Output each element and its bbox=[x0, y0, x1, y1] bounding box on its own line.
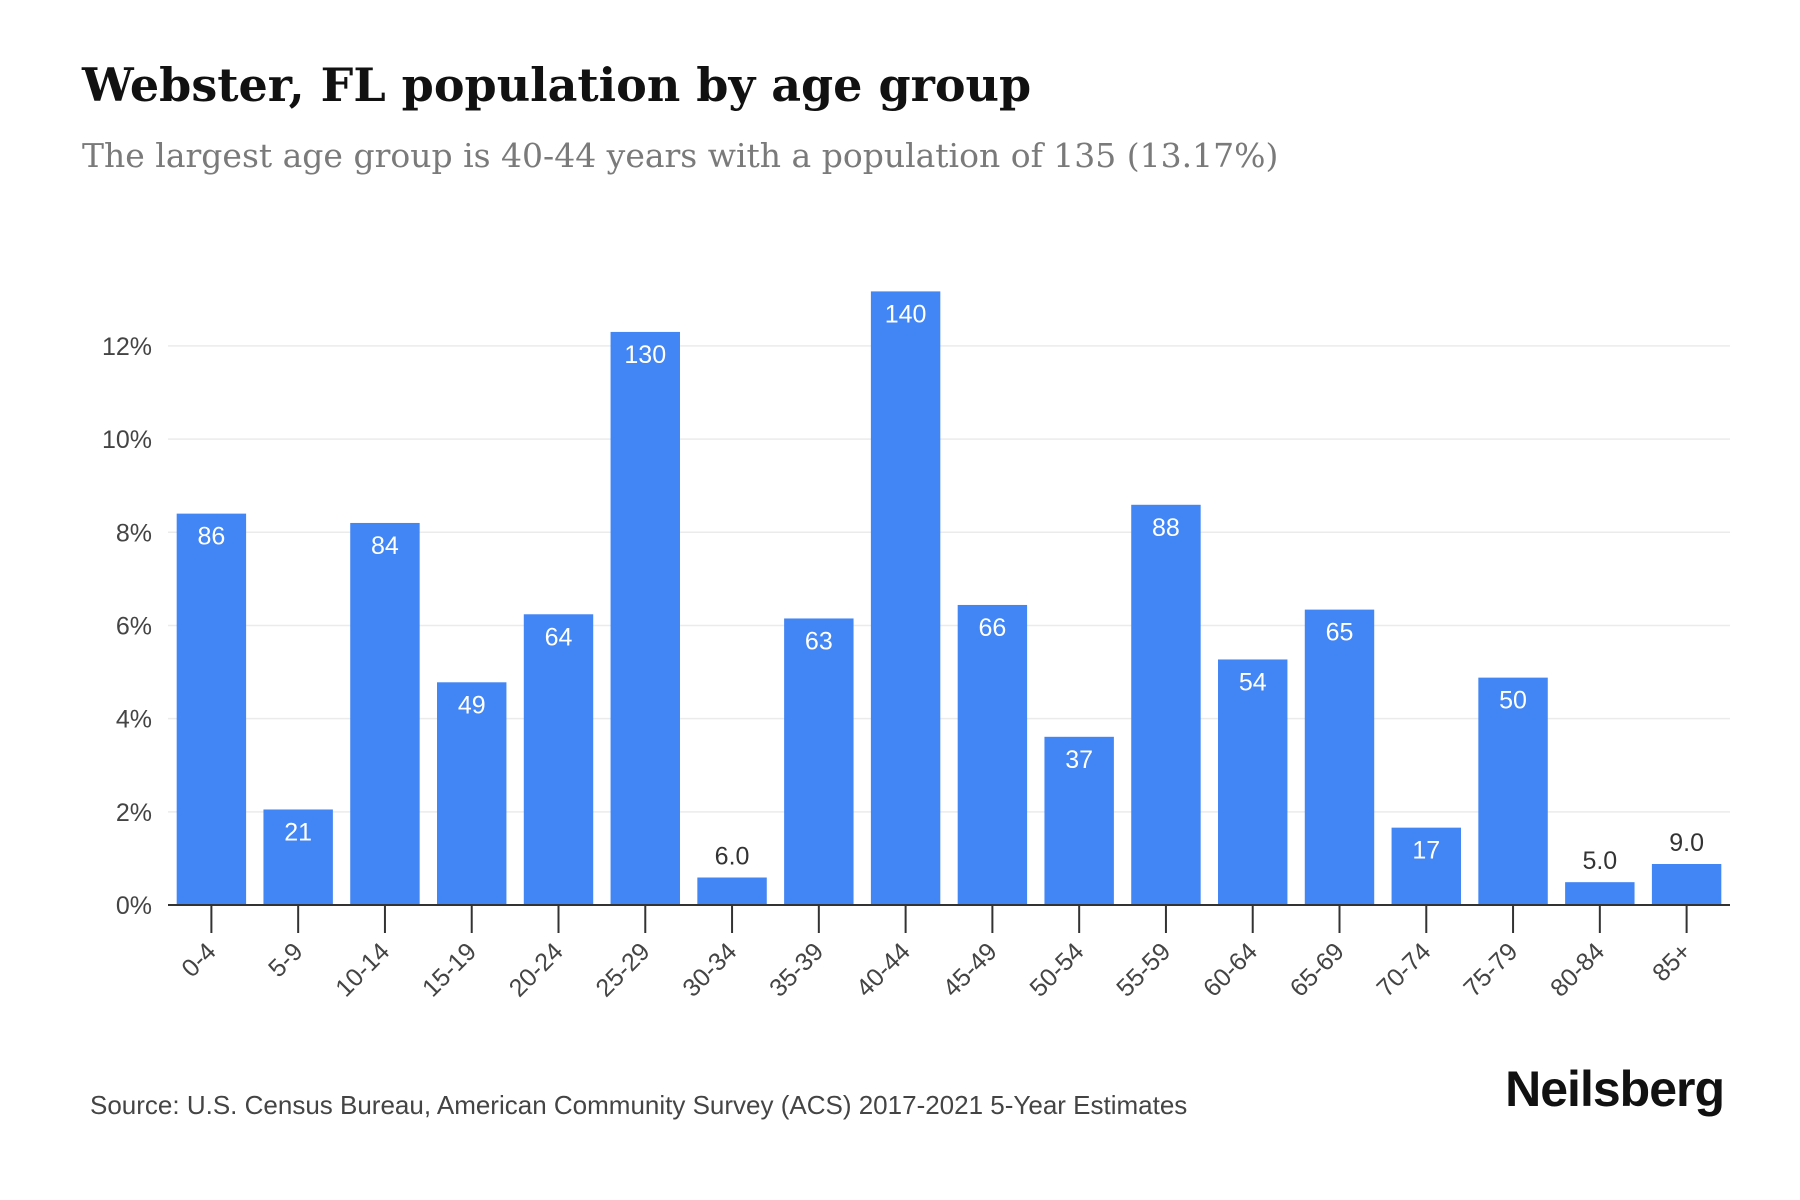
bar bbox=[1131, 504, 1201, 905]
y-tick-label: 10% bbox=[102, 426, 152, 454]
data-label: 140 bbox=[885, 300, 927, 328]
bar bbox=[350, 522, 420, 905]
y-tick-label: 2% bbox=[116, 799, 152, 827]
y-tick-label: 8% bbox=[116, 519, 152, 547]
bar bbox=[870, 291, 941, 906]
data-label: 49 bbox=[458, 691, 486, 719]
bars bbox=[176, 291, 1722, 906]
x-tick-label: 75-79 bbox=[1458, 937, 1523, 1002]
x-tick-label: 65-69 bbox=[1285, 937, 1350, 1002]
x-tick-label: 55-59 bbox=[1111, 937, 1176, 1002]
data-label: 86 bbox=[197, 523, 225, 551]
data-label: 84 bbox=[371, 532, 399, 560]
data-label: 5.0 bbox=[1582, 847, 1617, 875]
x-tick-label: 60-64 bbox=[1198, 937, 1263, 1002]
bar bbox=[1044, 736, 1114, 905]
bar bbox=[1651, 864, 1722, 905]
data-label: 65 bbox=[1326, 619, 1354, 647]
data-label: 17 bbox=[1412, 837, 1440, 865]
data-label: 66 bbox=[978, 614, 1006, 642]
x-tick-label: 0-4 bbox=[176, 937, 221, 982]
x-tick-label: 15-19 bbox=[417, 937, 482, 1002]
x-tick-label: 70-74 bbox=[1371, 937, 1436, 1002]
bar bbox=[1218, 659, 1288, 905]
bar bbox=[1478, 677, 1548, 905]
x-tick-label: 5-9 bbox=[263, 937, 308, 982]
y-tick-label: 0% bbox=[116, 892, 152, 920]
data-label: 21 bbox=[284, 818, 312, 846]
x-tick-label: 35-39 bbox=[764, 937, 829, 1002]
chart-subtitle: The largest age group is 40-44 years wit… bbox=[82, 136, 1279, 175]
bar bbox=[176, 513, 247, 905]
data-label: 50 bbox=[1499, 687, 1527, 715]
y-tick-label: 6% bbox=[116, 612, 152, 640]
data-label: 6.0 bbox=[715, 843, 750, 871]
x-tick-label: 10-14 bbox=[330, 937, 395, 1002]
x-tick-label: 40-44 bbox=[851, 937, 916, 1002]
bar bbox=[437, 682, 507, 905]
data-label: 130 bbox=[624, 341, 666, 369]
x-tick-label: 25-29 bbox=[590, 937, 655, 1002]
bar bbox=[697, 877, 767, 905]
x-tick-label: 30-34 bbox=[677, 937, 742, 1002]
x-tick-label: 20-24 bbox=[504, 937, 569, 1002]
bar bbox=[1391, 827, 1461, 905]
x-tick-label: 85+ bbox=[1647, 937, 1697, 987]
bar bbox=[957, 604, 1028, 905]
bar bbox=[610, 331, 680, 905]
y-tick-label: 12% bbox=[102, 333, 152, 361]
source-note: Source: U.S. Census Bureau, American Com… bbox=[90, 1090, 1188, 1120]
brand-logo: Neilsberg bbox=[1505, 1061, 1725, 1117]
bar bbox=[523, 614, 594, 905]
bar bbox=[1565, 882, 1635, 905]
data-label: 37 bbox=[1065, 746, 1093, 774]
data-label: 64 bbox=[545, 623, 573, 651]
x-tick-label: 45-49 bbox=[938, 937, 1003, 1002]
data-labels: 86 21 84 49 64 130 6.0 63 140 66 37 88 54 65 17 50 5.0 9.… bbox=[197, 300, 1704, 875]
gridlines bbox=[168, 345, 1730, 813]
bar bbox=[784, 618, 854, 905]
data-label: 88 bbox=[1152, 514, 1180, 542]
bar bbox=[263, 809, 333, 905]
x-tick-label: 80-84 bbox=[1545, 937, 1610, 1002]
x-tick-label: 50-54 bbox=[1024, 937, 1089, 1002]
chart-title: Webster, FL population by age group bbox=[82, 58, 1032, 112]
data-label: 63 bbox=[805, 627, 833, 655]
bar bbox=[1304, 609, 1375, 905]
data-label: 9.0 bbox=[1669, 829, 1704, 857]
data-label: 54 bbox=[1239, 668, 1267, 696]
y-tick-label: 4% bbox=[116, 706, 152, 734]
